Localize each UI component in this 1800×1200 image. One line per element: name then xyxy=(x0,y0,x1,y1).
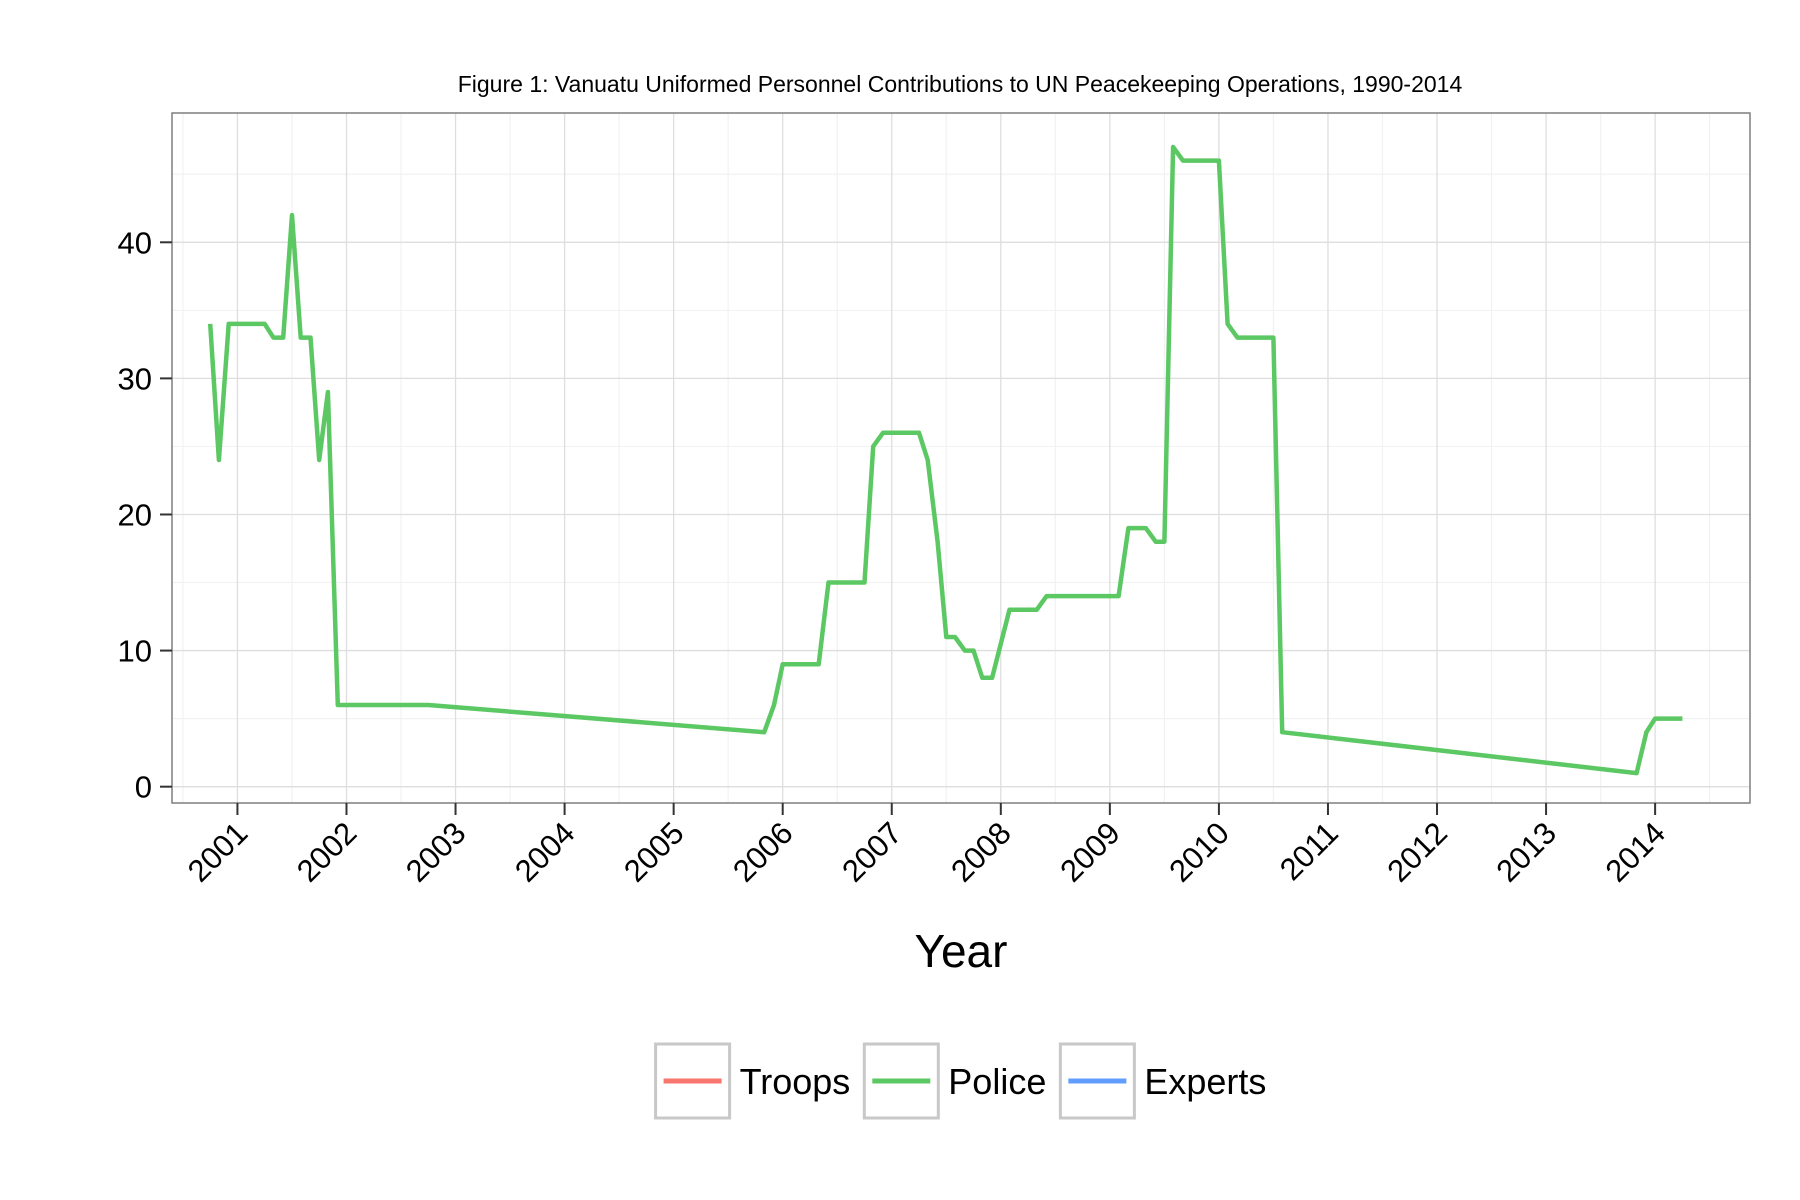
series-lines xyxy=(207,144,1683,776)
plot-border xyxy=(171,112,1751,804)
series-line-police xyxy=(207,144,1683,776)
legend-label: Police xyxy=(948,1061,1046,1102)
legend-item-experts: Experts xyxy=(1058,1042,1266,1120)
x-axis-label: Year xyxy=(915,925,1008,977)
legend-item-police: Police xyxy=(862,1042,1046,1120)
y-tick-label: 0 xyxy=(135,770,152,805)
y-axis: 0 10 20 30 40 xyxy=(118,225,172,805)
legend-label: Troops xyxy=(740,1061,851,1102)
chart-title: Figure 1: Vanuatu Uniformed Personnel Co… xyxy=(458,71,1463,97)
plot-panel xyxy=(172,113,1750,803)
legend-label: Experts xyxy=(1144,1061,1266,1102)
y-tick-label: 20 xyxy=(118,497,152,532)
major-gridlines xyxy=(172,113,1750,803)
y-tick-label: 30 xyxy=(118,361,152,396)
y-tick-label: 10 xyxy=(118,634,152,669)
legend-item-troops: Troops xyxy=(654,1042,851,1120)
legend: Troops Police Experts xyxy=(654,1042,1266,1120)
y-tick-label: 40 xyxy=(118,225,152,260)
